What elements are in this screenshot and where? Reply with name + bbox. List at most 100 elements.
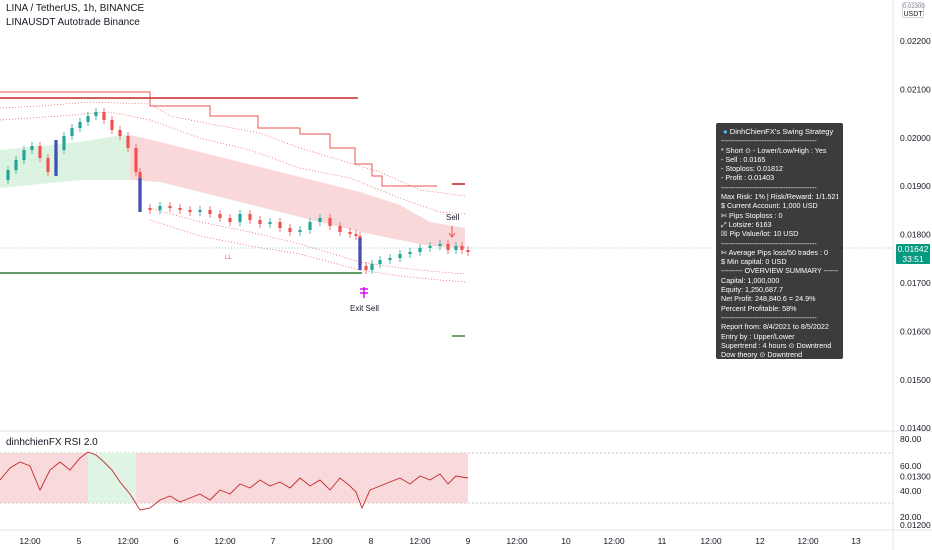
candle[interactable]: [318, 214, 322, 226]
candle[interactable]: [268, 218, 272, 228]
time-axis-label: 12:00: [19, 536, 41, 546]
supertrend-step-line: [0, 91, 437, 187]
price-axis-label: 0.01200: [900, 520, 931, 530]
candle[interactable]: [428, 242, 432, 252]
study-title: LINAUSDT Autotrade Binance: [6, 17, 140, 28]
candle[interactable]: [78, 118, 82, 132]
candle[interactable]: [446, 240, 450, 254]
candle[interactable]: [228, 214, 232, 226]
candle[interactable]: [258, 216, 262, 228]
price-axis-label: 0.01600: [900, 326, 931, 336]
price-axis[interactable]: 0.02200 0.02100 0.02000 0.01900 0.01800 0.017…: [900, 36, 931, 530]
strategy-panel-line: - Sell : 0.0165: [721, 154, 766, 164]
candle[interactable]: [94, 108, 98, 120]
candle[interactable]: [418, 244, 422, 256]
candle[interactable]: [454, 242, 458, 254]
time-axis-label: 12:00: [506, 536, 528, 546]
candle[interactable]: [86, 112, 90, 126]
candlestick-series[interactable]: [6, 108, 470, 274]
strategy-panel-line: - Profit : 0.01403: [721, 173, 775, 183]
candle[interactable]: [118, 126, 122, 140]
rsi-line: [0, 451, 469, 511]
candle[interactable]: [370, 260, 374, 274]
candle[interactable]: [388, 254, 392, 264]
candle[interactable]: [460, 242, 464, 254]
impulse-candle[interactable]: [358, 238, 362, 270]
candle[interactable]: [238, 210, 242, 226]
impulse-candle[interactable]: [54, 140, 58, 176]
time-axis-label: 5: [77, 536, 82, 546]
candle[interactable]: [178, 204, 182, 214]
candle[interactable]: [466, 246, 470, 256]
rsi-axis-label: 20.00: [900, 512, 922, 522]
sell-arrow-icon: [448, 226, 456, 238]
candle[interactable]: [408, 248, 412, 258]
candle[interactable]: [14, 156, 18, 174]
candle[interactable]: [62, 132, 66, 154]
candle[interactable]: [378, 256, 382, 268]
candle[interactable]: [188, 206, 192, 216]
candle[interactable]: [6, 166, 10, 184]
time-axis[interactable]: 12:00 5 12:00 6 12:00 7 12:00 8 12:00 9 12:00 10 12:…: [19, 536, 861, 546]
strategy-panel-line: ----------------------------------------: [721, 136, 817, 146]
candle[interactable]: [328, 214, 332, 230]
candle[interactable]: [278, 218, 282, 232]
time-axis-label: 9: [466, 536, 471, 546]
time-axis-label: 12: [755, 536, 765, 546]
rsi-bg-green: [88, 453, 136, 503]
strategy-panel-line: - Stoploss: 0.01812: [721, 164, 783, 174]
rsi-axis[interactable]: 80.00 60.00 40.00 20.00: [900, 434, 922, 522]
candle[interactable]: [248, 210, 252, 224]
candle[interactable]: [38, 142, 42, 162]
currency-unit-button[interactable]: 0.02300 USDT: [902, 2, 925, 18]
price-axis-label: 0.02200: [900, 36, 931, 46]
strategy-panel-line: Percent Profitable: 58%: [721, 303, 797, 313]
time-axis-label: 10: [561, 536, 571, 546]
candle[interactable]: [348, 228, 352, 238]
candle[interactable]: [102, 108, 106, 124]
candle[interactable]: [110, 116, 114, 134]
current-price-value: 0.01642: [897, 244, 929, 254]
candle[interactable]: [198, 206, 202, 216]
candle[interactable]: [70, 124, 74, 140]
candle[interactable]: [208, 206, 212, 218]
bar-countdown: 33:51: [902, 254, 924, 264]
candle[interactable]: [30, 142, 34, 154]
price-axis-label: 0.01800: [900, 230, 931, 240]
candle[interactable]: [298, 226, 302, 236]
candle[interactable]: [168, 202, 172, 212]
candle[interactable]: [364, 262, 368, 274]
candle[interactable]: [134, 144, 138, 176]
candle[interactable]: [438, 240, 442, 250]
time-axis-label: 11: [658, 536, 667, 546]
strategy-panel-line: Entry by : Upper/Lower: [721, 331, 795, 341]
candle[interactable]: [46, 154, 50, 176]
candle[interactable]: [288, 224, 292, 236]
strategy-panel-line: ----------------------------------------: [721, 312, 817, 322]
ll-label: LL: [225, 255, 232, 261]
strategy-panel-line: Supertrend : 4 hours ⊙ Downtrend: [721, 340, 832, 350]
exit-sell-label: Exit Sell: [350, 304, 379, 313]
strategy-panel-line: Equity: 1,250,687.7: [721, 285, 783, 295]
time-axis-label: 12:00: [797, 536, 819, 546]
candle[interactable]: [158, 202, 162, 214]
time-axis-label: 12:00: [214, 536, 236, 546]
strategy-panel-line: ✄ Pips Stoploss : 0: [721, 210, 783, 220]
candle[interactable]: [126, 132, 130, 152]
rsi-pane[interactable]: [0, 451, 893, 511]
candle[interactable]: [148, 204, 152, 214]
strategy-panel-line: Net Profit: 248,840.6 = 24.9%: [721, 294, 816, 304]
time-axis-label: 12:00: [700, 536, 722, 546]
top-cut-price-label: 0.02300: [903, 4, 925, 10]
candle[interactable]: [398, 250, 402, 262]
candle[interactable]: [22, 146, 26, 164]
strategy-panel-line: Dow theory ⊙ Downtrend: [721, 350, 803, 359]
rsi-bg-red-right: [136, 453, 468, 503]
impulse-candle[interactable]: [138, 178, 142, 212]
candle[interactable]: [218, 210, 222, 222]
candle[interactable]: [338, 222, 342, 236]
candle[interactable]: [308, 218, 312, 234]
candle[interactable]: [354, 230, 358, 240]
